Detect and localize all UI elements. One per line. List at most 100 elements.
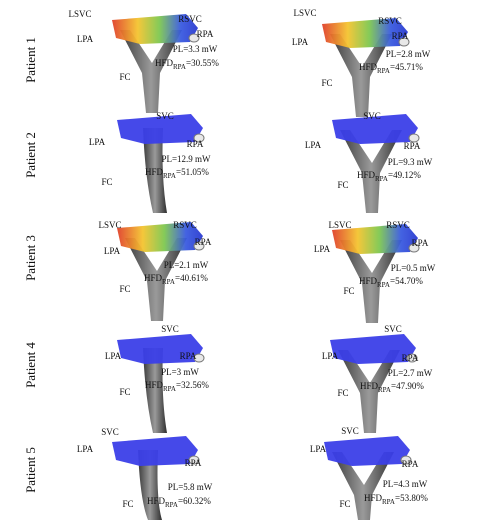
hfd-value: =32.56% xyxy=(176,380,209,390)
hfd-value: =30.55% xyxy=(186,58,219,68)
power-loss: PL=4.3 mW xyxy=(383,479,428,489)
vessel-label: FC xyxy=(337,180,348,190)
row-label: Patient 3 xyxy=(23,235,38,281)
hfd-label: HFD xyxy=(155,58,174,68)
vessel-label: SVC xyxy=(363,111,381,121)
vessel-label: RSVC xyxy=(173,220,197,230)
vessel-label: RSVC xyxy=(178,14,202,24)
vessel-label: LPA xyxy=(89,137,106,147)
vessel-label: LSVC xyxy=(328,220,351,230)
power-loss: PL=9.3 mW xyxy=(388,157,433,167)
hfd-subscript: RPA xyxy=(382,498,395,506)
vessel-label: SVC xyxy=(156,111,174,121)
power-loss: PL=2.8 mW xyxy=(386,49,431,59)
vessel-label: FC xyxy=(343,286,354,296)
vessel-label: SVC xyxy=(161,324,179,334)
hfd-subscript: RPA xyxy=(163,385,176,393)
vessel-label: LPA xyxy=(105,351,122,361)
vessel-label: LPA xyxy=(104,246,121,256)
vessel-label: LPA xyxy=(77,444,94,454)
vessel-label: LSVC xyxy=(293,8,316,18)
hfd-value: =51.05% xyxy=(176,167,209,177)
row-label: Patient 2 xyxy=(23,132,38,178)
power-loss: PL=2.1 mW xyxy=(164,260,209,270)
hfd-label: HFD xyxy=(364,493,383,503)
vessel-label: FC xyxy=(101,177,112,187)
power-loss: PL=2.7 mW xyxy=(388,368,433,378)
vessel-label: LPA xyxy=(322,351,339,361)
hfd-value: =54.70% xyxy=(390,276,423,286)
hfd-subscript: RPA xyxy=(163,172,176,180)
hfd-label: HFD xyxy=(145,167,164,177)
vessel-label: LPA xyxy=(305,140,322,150)
vessel-label: RPA xyxy=(185,458,202,468)
vessel-label: RPA xyxy=(402,459,419,469)
hfd-label: HFD xyxy=(144,273,163,283)
vessel-label: SVC xyxy=(384,324,402,334)
vessel-label: RPA xyxy=(197,29,214,39)
vessel-label: RPA xyxy=(187,139,204,149)
hfd-subscript: RPA xyxy=(165,501,178,509)
vessel-label: RPA xyxy=(412,238,429,248)
hfd-value: =47.90% xyxy=(391,381,424,391)
vessel-label: RPA xyxy=(404,141,421,151)
vessel-label: RPA xyxy=(195,237,212,247)
row-label: Patient 4 xyxy=(23,342,38,388)
vessel-label: RPA xyxy=(180,351,197,361)
vessel-label: LPA xyxy=(292,37,309,47)
vessel-label: FC xyxy=(321,78,332,88)
vessel-label: FC xyxy=(119,387,130,397)
hfd-subscript: RPA xyxy=(378,386,391,394)
vessel-label: RPA xyxy=(402,353,419,363)
hfd-value: =40.61% xyxy=(175,273,208,283)
power-loss: PL=5.8 mW xyxy=(168,482,213,492)
hfd-subscript: RPA xyxy=(173,63,186,71)
hfd-subscript: RPA xyxy=(375,175,388,183)
vessel-label: RSVC xyxy=(378,16,402,26)
power-loss: PL=0.5 mW xyxy=(391,263,436,273)
vessel-label: RSVC xyxy=(386,220,410,230)
hfd-value: =60.32% xyxy=(178,496,211,506)
hfd-rpa: HFDRPA=53.80% xyxy=(364,493,428,506)
hfd-subscript: RPA xyxy=(377,67,390,75)
hfd-label: HFD xyxy=(145,380,164,390)
hfd-label: HFD xyxy=(359,276,378,286)
row-label: Patient 1 xyxy=(23,37,38,83)
vessel-label: SVC xyxy=(341,426,359,436)
row-label: Patient 5 xyxy=(23,447,38,493)
vessel-label: LSVC xyxy=(68,9,91,19)
hfd-label: HFD xyxy=(359,62,378,72)
vessel-label: FC xyxy=(119,72,130,82)
vessel-label: FC xyxy=(337,388,348,398)
hfd-label: HFD xyxy=(360,381,379,391)
vessel-label: LPA xyxy=(310,444,327,454)
power-loss: PL=12.9 mW xyxy=(161,154,211,164)
vessel-label: RPA xyxy=(392,31,409,41)
power-loss: PL=3.3 mW xyxy=(173,44,218,54)
vessel-label: LPA xyxy=(77,34,94,44)
hfd-subscript: RPA xyxy=(162,278,175,286)
vessel-junction xyxy=(324,436,410,466)
hfd-value: =53.80% xyxy=(395,493,428,503)
hfd-label: HFD xyxy=(147,496,166,506)
hfd-label: HFD xyxy=(357,170,376,180)
hfd-rpa: HFDRPA=30.55% xyxy=(155,58,219,71)
vessel-label: LPA xyxy=(314,244,331,254)
vessel-label: LSVC xyxy=(98,220,121,230)
vessel-label: FC xyxy=(119,284,130,294)
vessel-label: SVC xyxy=(101,427,119,437)
vessel-label: FC xyxy=(339,499,350,509)
figure: Patient 1LSVCRSVCLPARPAFCPL=3.3 mWHFDRPA… xyxy=(0,0,500,520)
hfd-value: =49.12% xyxy=(388,170,421,180)
hfd-subscript: RPA xyxy=(377,281,390,289)
